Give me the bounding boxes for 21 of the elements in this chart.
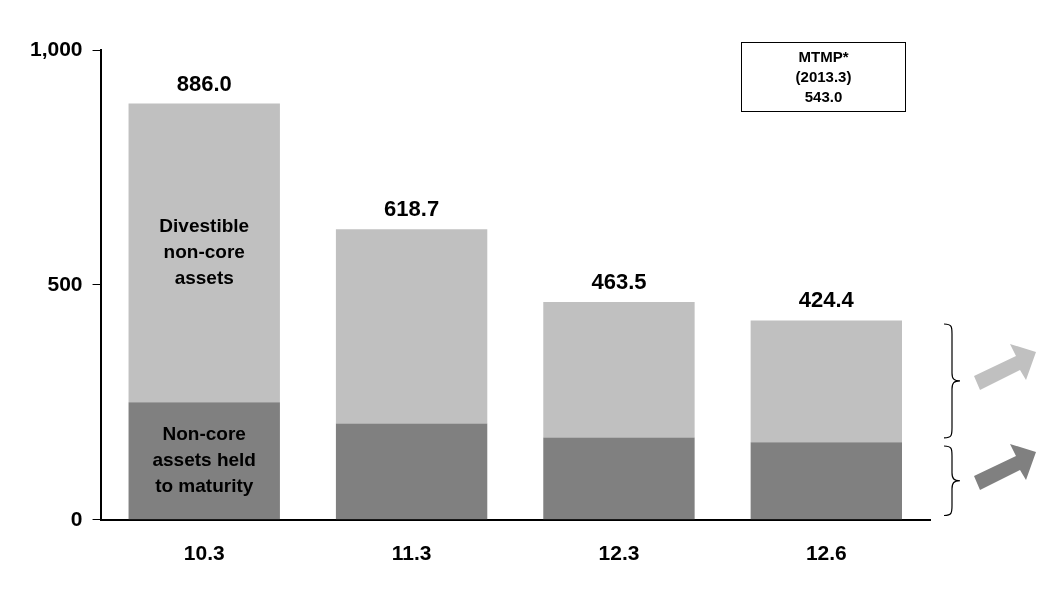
total-label: 618.7 (384, 196, 440, 222)
x-tick-label: 12.3 (598, 541, 640, 565)
bar (750, 442, 903, 520)
bar (128, 103, 280, 403)
y-tick-label: 0 (70, 506, 83, 530)
total-label: 463.5 (591, 269, 647, 295)
x-tick-label: 12.6 (805, 541, 847, 565)
series-label: Non-core assets held to maturity (152, 423, 256, 497)
bar (335, 423, 488, 520)
bar (543, 302, 695, 438)
series-label: Divestible non-core assets (159, 215, 250, 289)
total-label: 886.0 (176, 70, 232, 96)
bar (543, 437, 695, 520)
x-tick-label: 11.3 (391, 541, 432, 565)
bar (335, 229, 488, 424)
x-tick-label: 10.3 (183, 541, 225, 565)
note-box: MTMP* (2013.3) 543.0 (741, 42, 906, 112)
bar (750, 320, 903, 443)
y-tick-label: 1,000 (29, 36, 83, 60)
y-tick-label: 500 (47, 271, 83, 295)
total-label: 424.4 (798, 287, 855, 313)
